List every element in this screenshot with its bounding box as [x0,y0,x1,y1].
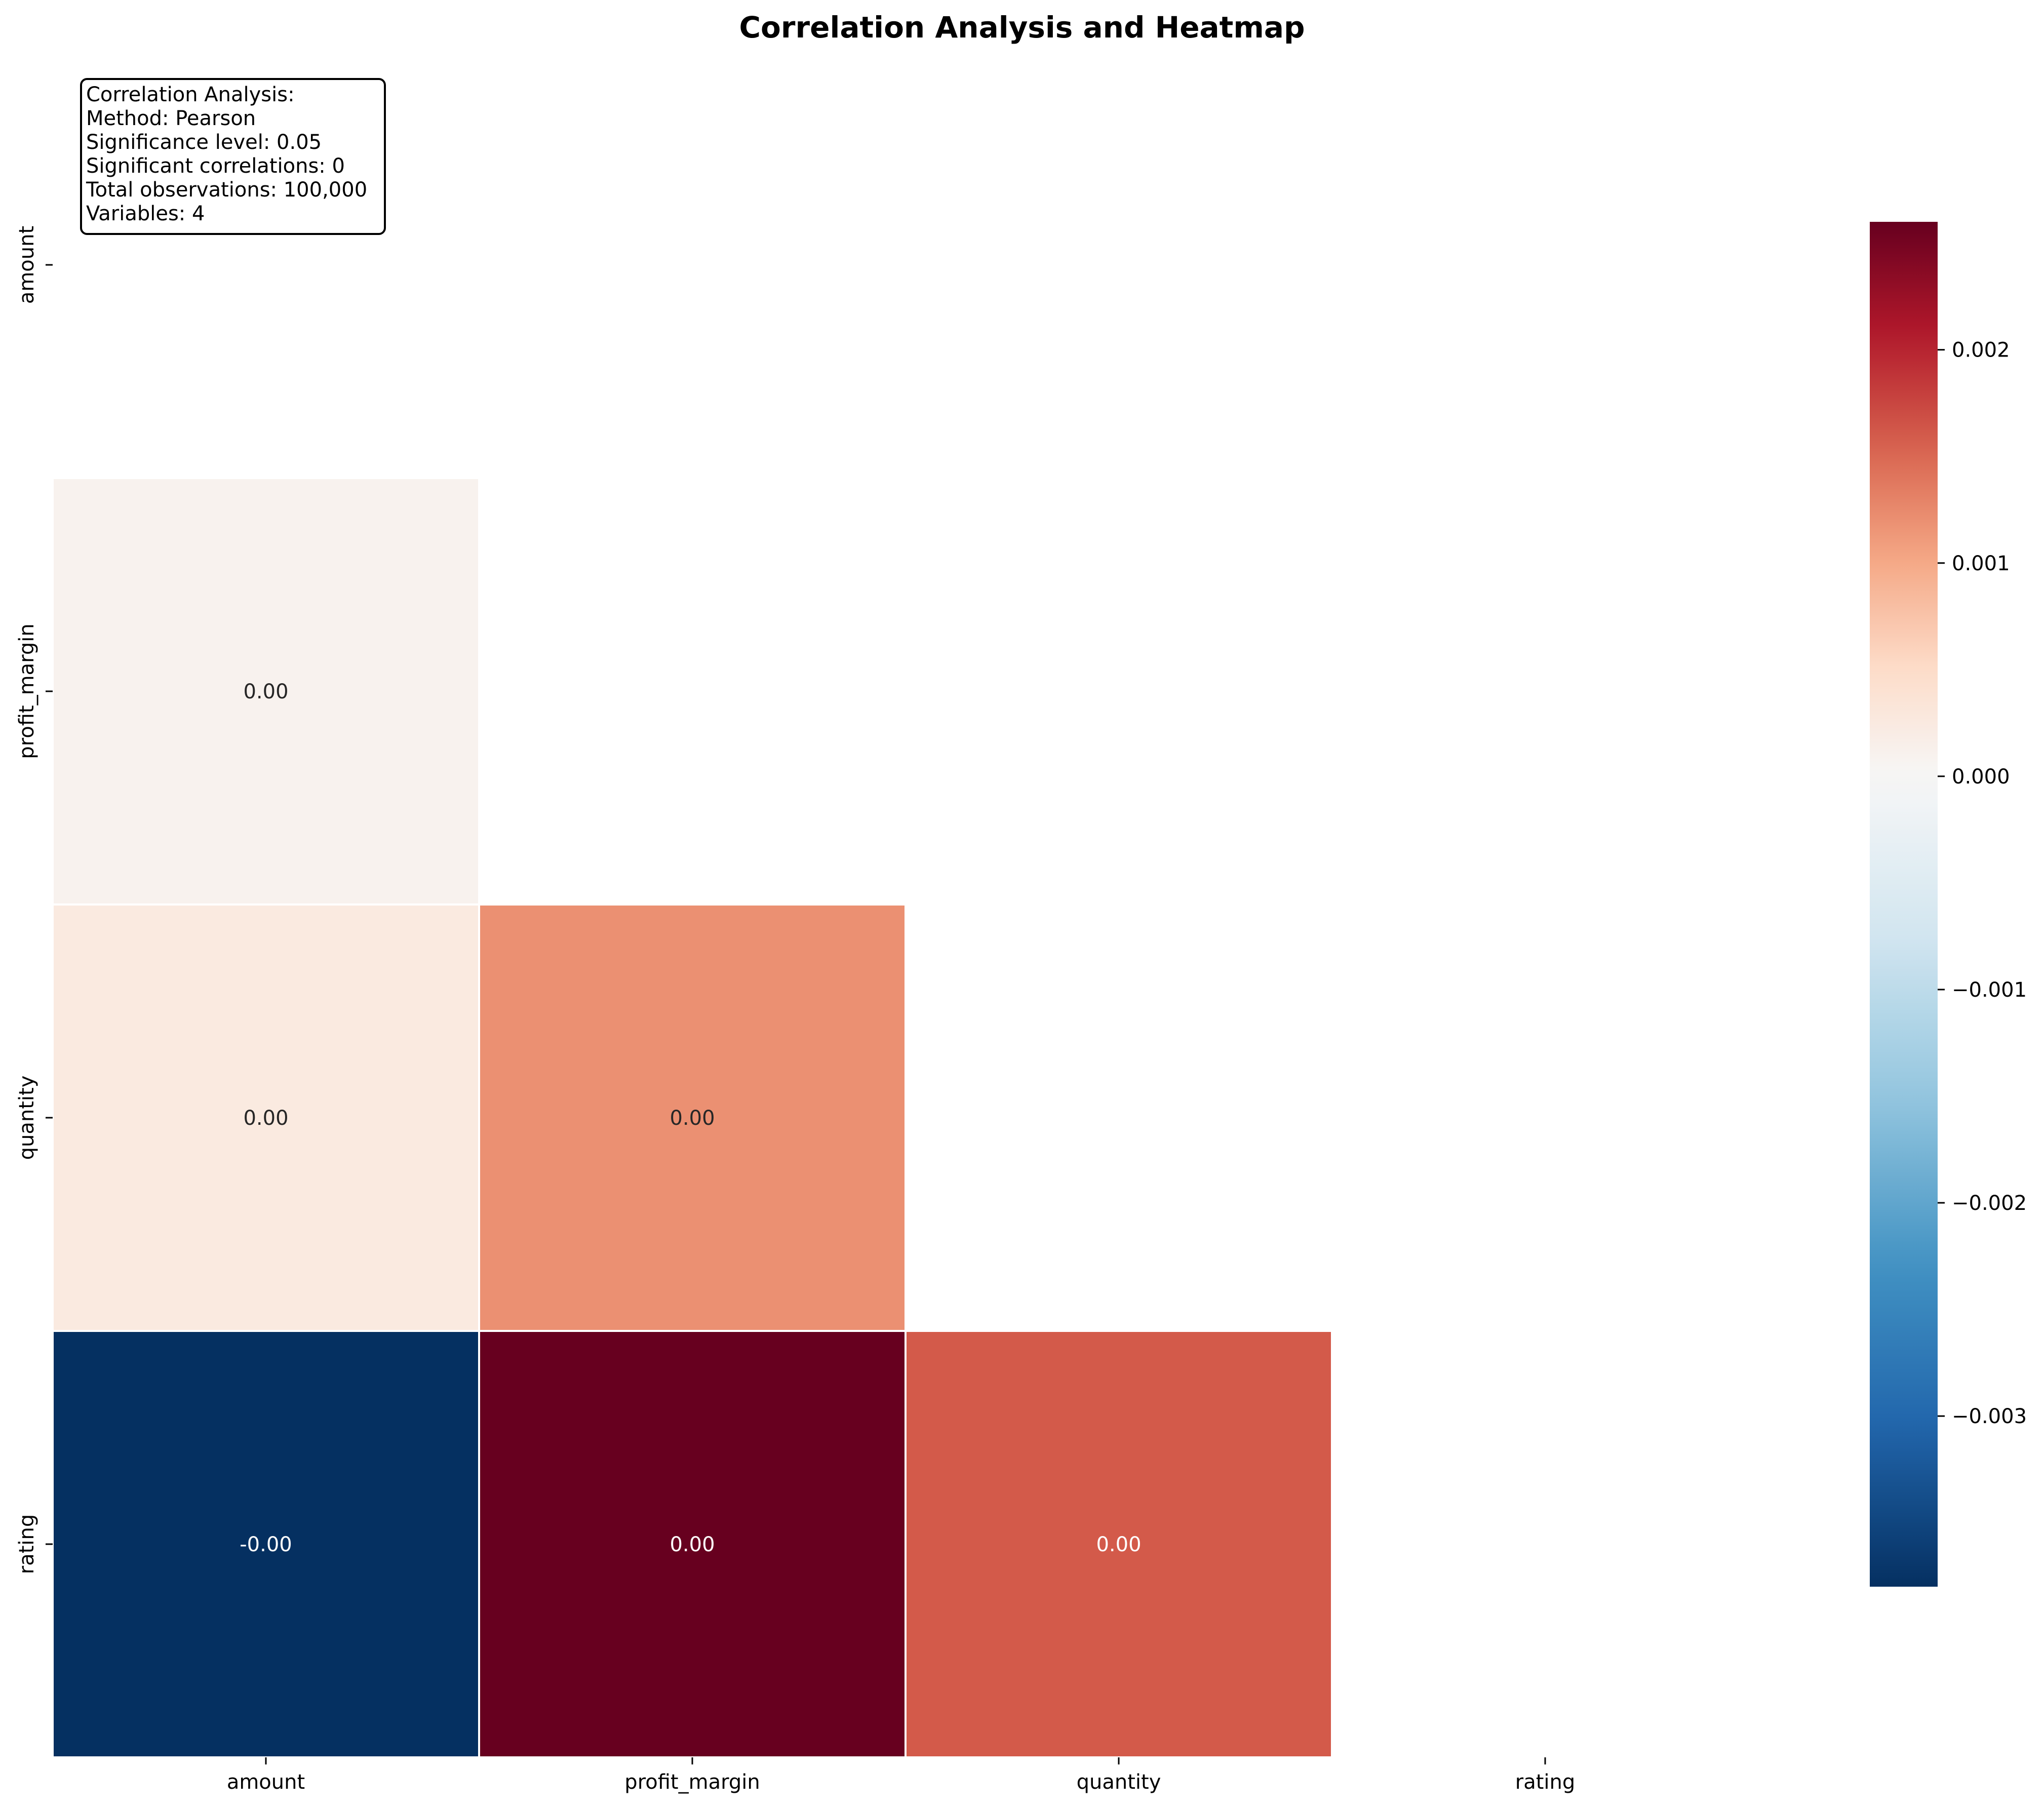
annotation-box: Correlation Analysis: Method: Pearson Si… [80,78,386,235]
colorbar-tick-label: 0.001 [1952,552,2010,575]
colorbar-tick-label: 0.002 [1952,339,2010,362]
heatmap-cell [52,903,480,1332]
annotation-line: Total observations: 100,000 [86,178,367,202]
annotation-line: Significance level: 0.05 [86,131,322,154]
colorbar: −0.003 −0.002 −0.001 0.000 0.001 0.002 [1870,222,2027,1587]
y-tick-label: profit_margin [15,623,38,759]
annotation-line: Significant correlations: 0 [86,154,345,178]
cell-value-label: 0.00 [670,1107,715,1130]
colorbar-tick-label: −0.003 [1952,1405,2027,1428]
colorbar-ticks: −0.003 −0.002 −0.001 0.000 0.001 0.002 [1938,339,2027,1428]
x-axis: amount profit_margin quantity rating [227,1757,1575,1794]
heatmap-cell [52,477,480,906]
y-axis: amount profit_margin quantity rating [15,226,53,1574]
x-tick-label: quantity [1077,1771,1161,1794]
annotation-line: Variables: 4 [86,202,205,225]
x-tick-label: rating [1515,1771,1576,1794]
cell-value-label: 0.00 [670,1533,715,1556]
heatmap-cell [478,1330,907,1758]
colorbar-tick-label: −0.001 [1952,978,2027,1002]
heatmap-cell [478,903,907,1332]
colorbar-tick-label: −0.002 [1952,1192,2027,1215]
x-tick-label: profit_margin [624,1771,760,1794]
y-tick-label: quantity [15,1076,38,1160]
cell-value-label: -0.00 [240,1533,292,1556]
chart-title: Correlation Analysis and Heatmap [739,10,1305,45]
annotation-line: Correlation Analysis: [86,83,295,106]
x-tick-label: amount [227,1771,305,1794]
annotation-line: Method: Pearson [86,107,256,130]
cell-value-label: 0.00 [1096,1533,1141,1556]
cell-value-label: 0.00 [243,680,288,703]
heatmap-cell [52,1330,480,1758]
colorbar-tick-label: 0.000 [1952,765,2010,789]
colorbar-gradient [1870,222,1938,1587]
y-tick-label: rating [15,1514,38,1575]
cell-value-label: 0.00 [243,1107,288,1130]
y-tick-label: amount [15,226,38,304]
heatmap-cell [905,1330,1333,1758]
annotation-box-frame [80,78,386,235]
heatmap-cells: 0.00 0.00 0.00 -0.00 0.00 0.00 [52,477,1333,1758]
